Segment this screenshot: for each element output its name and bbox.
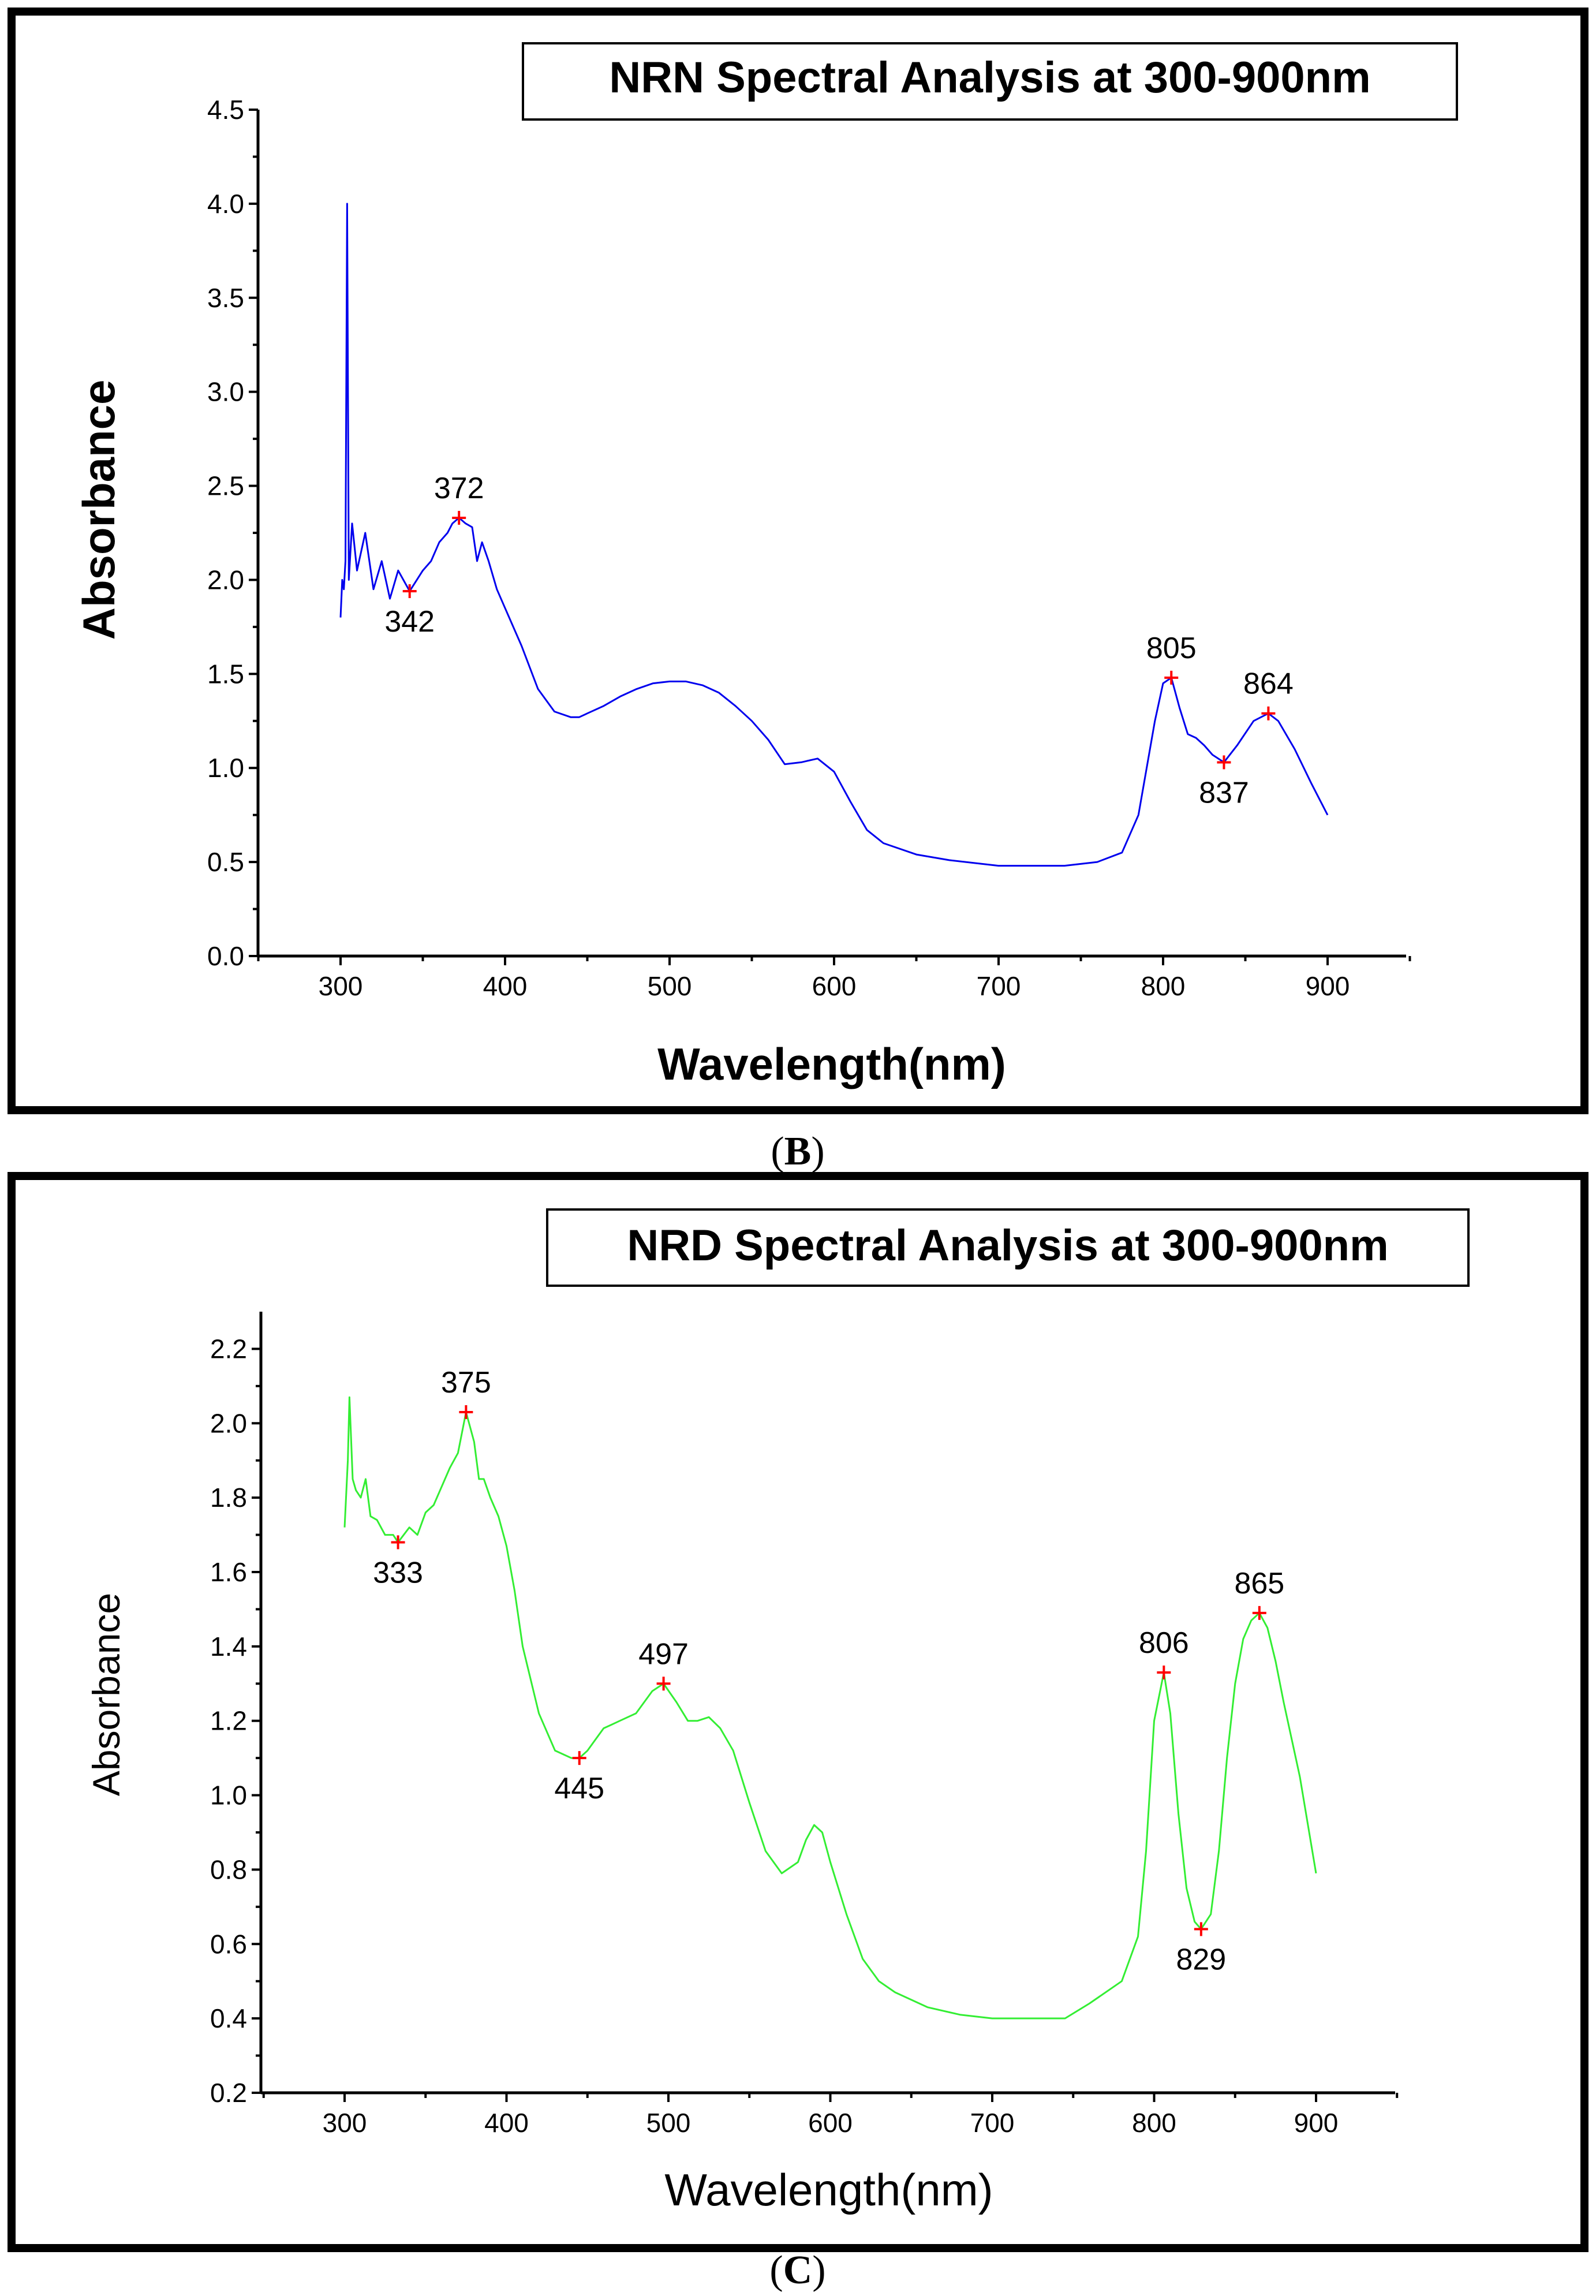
nrd-y-tick-label: 2.2: [210, 1334, 247, 1364]
nrd-peak-label: 806: [1139, 1626, 1189, 1660]
nrd-peak-497: 497: [638, 1637, 689, 1691]
nrd-y-ticks: 0.2 0.4 0.6 0.8 1.0 1.2 1.4 1.6 1.8 2.0 2.2: [210, 1334, 261, 2108]
nrn-title-box: [522, 42, 1458, 121]
nrd-x-tick-label: 400: [484, 2108, 529, 2138]
nrn-y-tick-label: 2.5: [207, 471, 244, 501]
nrn-y-tick-label: 0.0: [207, 941, 244, 971]
nrn-peak-342: 342: [384, 584, 435, 639]
nrd-x-axis-label: Wavelength(nm): [664, 2164, 993, 2215]
nrd-peak-829: 829: [1176, 1922, 1226, 1977]
nrn-y-tick-label: 2.0: [207, 565, 244, 595]
nrd-title-box: [546, 1208, 1470, 1287]
nrn-x-tick-label: 900: [1306, 971, 1350, 1001]
nrd-panel-frame: [8, 1172, 1588, 2252]
nrn-y-tick-label: 3.5: [207, 283, 244, 313]
nrd-chart-title: NRD Spectral Analysis at 300-900nm: [627, 1221, 1388, 1270]
nrn-axes: [256, 110, 1406, 958]
nrd-y-tick-label: 1.8: [210, 1483, 247, 1513]
nrd-peak-445: 445: [554, 1751, 604, 1805]
nrd-peak-label: 865: [1234, 1567, 1284, 1600]
nrd-y-tick-label: 0.8: [210, 1854, 247, 1884]
nrn-y-ticks: 0.0 0.5 1.0 1.5 2.0 2.5 3.0 3.5 4.0 4.5: [207, 95, 258, 971]
nrn-peak-label: 805: [1146, 632, 1197, 665]
nrd-series-line: [343, 1396, 1317, 2019]
nrn-x-tick-label: 600: [812, 971, 857, 1001]
nrn-x-tick-label: 700: [977, 971, 1021, 1001]
nrd-x-tick-label: 900: [1294, 2108, 1339, 2138]
nrd-peak-label: 829: [1176, 1943, 1226, 1977]
nrn-x-tick-label: 300: [319, 971, 363, 1001]
nrd-chart-panel: NRD Spectral Analysis at 300-900nm 0.20.…: [8, 1172, 1588, 2252]
nrn-panel-frame: [8, 8, 1588, 1114]
nrn-y-tick-label: 3.0: [207, 377, 244, 407]
nrd-y-axis-label: Absorbance: [85, 1593, 128, 1796]
nrd-y-tick-label: 1.2: [210, 1706, 247, 1736]
nrd-peak-label: 445: [554, 1772, 604, 1805]
nrn-series-line: [339, 203, 1329, 867]
nrd-peak-806: 806: [1139, 1626, 1189, 1679]
nrn-chart-title: NRN Spectral Analysis at 300-900nm: [609, 53, 1370, 102]
nrn-peak-864: 864: [1243, 667, 1294, 720]
nrn-peak-label: 342: [384, 605, 435, 639]
nrd-x-tick-label: 600: [808, 2108, 853, 2138]
nrd-y-tick-label: 0.4: [210, 2003, 247, 2033]
nrd-peak-label: 375: [441, 1366, 491, 1399]
nrn-peak-837: 837: [1199, 755, 1249, 809]
nrn-x-tick-label: 400: [483, 971, 528, 1001]
nrd-y-tick-label: 0.6: [210, 1929, 247, 1959]
nrd-y-tick-label: 1.6: [210, 1557, 247, 1587]
nrd-axes: [259, 1312, 1395, 2095]
nrn-y-tick-label: 4.0: [207, 189, 244, 219]
nrd-peak-375: 375: [441, 1366, 491, 1419]
nrn-peak-805: 805: [1146, 632, 1197, 685]
nrd-x-tick-label: 700: [970, 2108, 1015, 2138]
nrd-peak-333: 333: [373, 1535, 423, 1589]
nrd-peak-markers: 333 375 445 497 806 829 865: [373, 1366, 1284, 1977]
nrn-peak-label: 837: [1199, 776, 1249, 809]
nrd-x-ticks: 300 400 500 600 700 800 900: [262, 2093, 1399, 2138]
nrd-peak-label: 497: [638, 1637, 689, 1671]
nrd-y-tick-label: 1.0: [210, 1780, 247, 1810]
nrd-peak-label: 333: [373, 1556, 423, 1589]
nrn-x-tick-label: 500: [648, 971, 692, 1001]
nrn-chart-panel: NRN Spectral Analysis at 300-900nm 0.00.…: [8, 8, 1588, 1114]
nrd-y-tick-label: 2.0: [210, 1408, 247, 1438]
nrd-y-tick-label: 1.4: [210, 1632, 247, 1662]
nrn-y-tick-label: 1.5: [207, 659, 244, 689]
nrn-peak-label: 372: [434, 472, 484, 505]
nrd-x-tick-label: 800: [1132, 2108, 1176, 2138]
nrn-peak-markers: 342 372 805 837 864: [384, 472, 1293, 810]
nrd-x-tick-label: 300: [323, 2108, 367, 2138]
panel-caption-b: (B): [771, 1129, 824, 1174]
nrn-y-tick-label: 0.5: [207, 847, 244, 877]
nrn-x-tick-label: 800: [1141, 971, 1186, 1001]
nrn-y-axis-label: Absorbance: [73, 380, 124, 640]
panel-caption-c: (C): [769, 2248, 825, 2293]
nrn-peak-label: 864: [1243, 667, 1294, 701]
nrn-y-tick-label: 4.5: [207, 95, 244, 125]
nrd-y-tick-label: 0.2: [210, 2078, 247, 2108]
nrd-peak-865: 865: [1234, 1567, 1284, 1620]
nrd-x-tick-label: 500: [646, 2108, 691, 2138]
nrn-x-ticks: 300 400 500 600 700 800 900: [257, 956, 1411, 1001]
nrn-x-axis-label: Wavelength(nm): [657, 1039, 1006, 1089]
nrn-y-tick-label: 1.0: [207, 753, 244, 783]
nrn-peak-372: 372: [434, 472, 484, 525]
